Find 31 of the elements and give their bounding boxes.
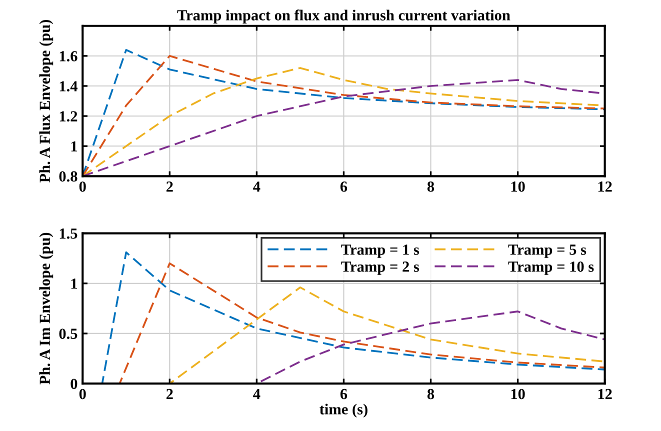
y-tick-label: 0.8 (59, 171, 78, 182)
x-tick-label: 8 (427, 388, 434, 400)
legend-label: Tramp = 2 s (341, 262, 420, 275)
x-tick-label: 2 (166, 182, 173, 192)
x-tick-label: 12 (598, 388, 612, 400)
y-tick-label: 1.5 (60, 228, 78, 239)
legend-label: Tramp = 1 s (341, 244, 420, 258)
x-tick-label: 2 (166, 388, 173, 400)
x-tick-label: 0 (79, 181, 86, 192)
y-tick-label: 0.5 (59, 328, 78, 340)
y-axis-title: Ph. A Flux Envelope (pu) (39, 20, 54, 182)
y-tick-label: 0 (70, 378, 78, 390)
y-tick-label: 1.2 (60, 111, 78, 122)
x-tick-label: 8 (427, 181, 434, 192)
legend-label: Tramp = 10 s (508, 262, 594, 275)
x-tick-label: 4 (253, 388, 260, 400)
y-tick-label: 1 (71, 278, 77, 289)
chart-title: Tramp impact on flux and inrush current variation (177, 10, 510, 24)
x-tick-label: 4 (253, 182, 260, 192)
x-tick-label: 10 (511, 388, 525, 400)
x-axis-title: time (s) (320, 404, 368, 418)
x-tick-label: 12 (598, 182, 612, 192)
x-tick-label: 0 (79, 388, 86, 400)
y-tick-label: 1.6 (60, 51, 78, 62)
x-tick-label: 10 (511, 181, 525, 192)
y-tick-label: 1.4 (60, 81, 78, 92)
legend-label: Tramp = 5 s (508, 244, 586, 258)
x-tick-label: 6 (340, 388, 348, 400)
y-axis-title: Ph. A Im Envelope (pu) (39, 232, 54, 384)
x-tick-label: 6 (340, 182, 348, 192)
y-tick-label: 1 (71, 141, 77, 152)
